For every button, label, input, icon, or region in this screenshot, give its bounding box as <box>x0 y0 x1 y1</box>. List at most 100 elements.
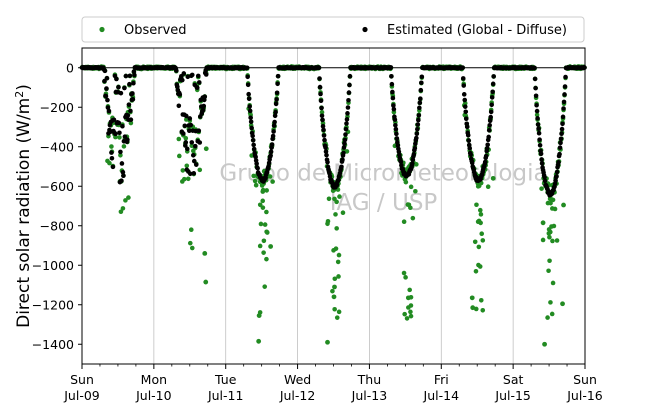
observed-point <box>268 244 274 249</box>
estimated-point <box>416 113 422 118</box>
observed-point <box>485 184 491 189</box>
estimated-point <box>114 76 119 82</box>
estimated-point <box>246 96 252 102</box>
estimated-point <box>250 133 255 139</box>
estimated-point <box>274 90 280 96</box>
y-tick-label: −1200 <box>32 297 74 312</box>
observed-point <box>561 202 566 208</box>
x-tick-label-date: Jul-16 <box>566 388 603 403</box>
estimated-point <box>483 153 489 159</box>
estimated-point <box>342 137 348 143</box>
observed-point <box>405 295 411 301</box>
observed-point <box>333 212 338 217</box>
observed-point <box>408 313 414 319</box>
observed-point <box>258 221 264 227</box>
estimated-point <box>176 103 182 109</box>
observed-point <box>331 294 337 300</box>
plot-area: Grupo de Micrometeorologia IAG / USP <box>79 47 587 365</box>
y-axis-label-close: ) <box>14 84 34 91</box>
estimated-point <box>410 161 415 166</box>
x-tick-label-day: Sat <box>503 372 524 387</box>
estimated-point <box>318 91 323 97</box>
estimated-point <box>182 123 188 129</box>
estimated-point <box>558 140 563 146</box>
observed-point <box>183 135 189 141</box>
estimated-point <box>560 114 566 120</box>
estimated-point <box>488 114 493 120</box>
observed-point <box>548 300 553 305</box>
series-estimated <box>79 65 587 198</box>
estimated-point <box>266 160 272 166</box>
legend-marker-estimated <box>362 26 368 33</box>
estimated-point <box>251 146 257 152</box>
observed-point <box>326 196 332 202</box>
estimated-point <box>181 131 186 136</box>
estimated-point <box>462 104 468 109</box>
observed-point <box>470 305 476 311</box>
estimated-point <box>102 68 108 74</box>
estimated-point <box>187 171 193 177</box>
estimated-point <box>490 81 496 87</box>
estimated-point <box>344 121 349 126</box>
grid-lines <box>153 48 514 364</box>
estimated-point <box>271 129 276 134</box>
observed-point <box>408 184 414 190</box>
estimated-point <box>202 94 208 100</box>
estimated-point <box>419 80 424 86</box>
estimated-point <box>174 68 179 73</box>
x-tick-label-day: Wed <box>284 372 311 387</box>
estimated-point <box>250 138 256 143</box>
estimated-point <box>194 85 200 91</box>
estimated-point <box>393 126 399 132</box>
estimated-point <box>245 82 251 88</box>
observed-point <box>180 168 186 173</box>
estimated-point <box>268 149 274 155</box>
observed-point <box>128 120 134 126</box>
estimated-point <box>180 77 185 83</box>
estimated-point <box>103 93 109 99</box>
estimated-point <box>534 108 540 114</box>
legend-label-estimated: Estimated (Global - Diffuse) <box>387 23 567 38</box>
estimated-point <box>251 142 256 148</box>
estimated-point <box>186 128 192 134</box>
observed-point <box>539 186 544 191</box>
estimated-point <box>109 155 115 161</box>
estimated-point <box>190 153 196 158</box>
observed-point <box>414 162 419 167</box>
estimated-point <box>542 178 548 184</box>
estimated-point <box>484 145 490 151</box>
observed-point <box>189 245 195 251</box>
estimated-point <box>275 81 280 87</box>
estimated-point <box>320 123 326 129</box>
estimated-point <box>487 122 492 128</box>
observed-point <box>540 237 546 243</box>
estimated-point <box>271 123 277 128</box>
observed-point <box>550 280 556 286</box>
y-axis-label-sup: 2 <box>13 91 26 98</box>
estimated-point <box>489 95 495 100</box>
x-tick-label-day: Fri <box>434 372 449 387</box>
estimated-point <box>465 132 471 138</box>
observed-point <box>202 251 208 256</box>
estimated-point <box>398 159 404 165</box>
estimated-point <box>487 118 493 124</box>
estimated-point <box>119 161 125 166</box>
estimated-point <box>128 117 134 122</box>
estimated-point <box>247 104 252 109</box>
estimated-point <box>554 174 559 179</box>
x-tick-label-date: Jul-15 <box>494 388 531 403</box>
observed-point <box>334 315 340 320</box>
observed-point <box>472 239 478 245</box>
estimated-point <box>559 126 565 132</box>
estimated-point <box>411 152 417 157</box>
estimated-point <box>343 132 348 137</box>
estimated-point <box>106 108 112 114</box>
observed-point <box>188 227 194 233</box>
estimated-point <box>389 81 395 87</box>
observed-point <box>203 279 209 285</box>
estimated-point <box>341 145 347 150</box>
estimated-point <box>320 117 325 123</box>
estimated-point <box>130 91 135 96</box>
observed-point <box>550 206 555 211</box>
